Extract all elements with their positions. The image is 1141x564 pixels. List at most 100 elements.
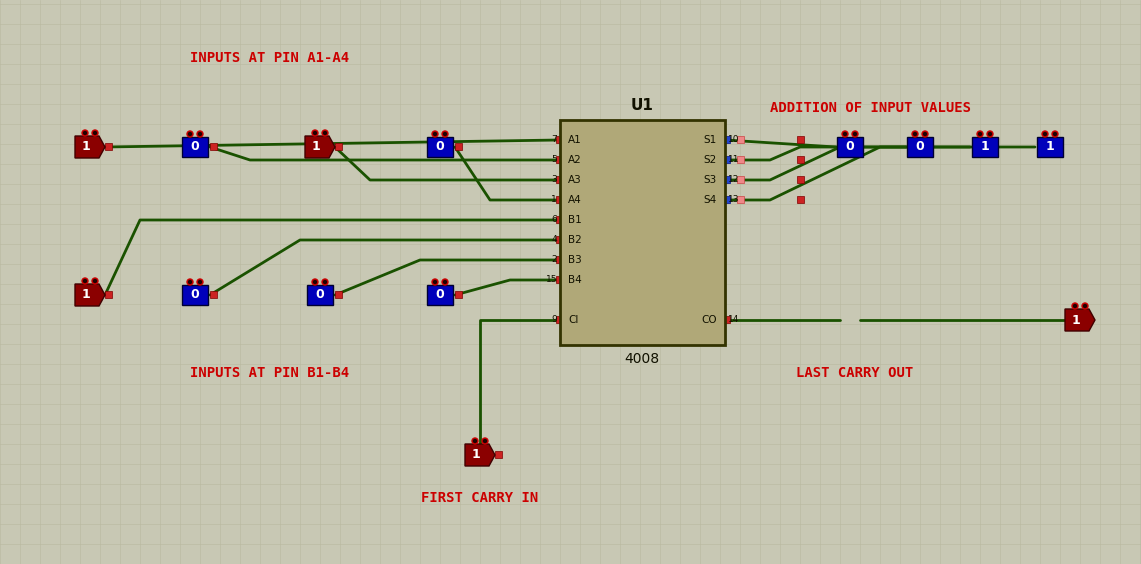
Text: 7: 7 [551, 135, 557, 144]
Bar [798, 196, 804, 203]
Bar [556, 236, 563, 243]
Bar [556, 216, 563, 223]
Circle shape [979, 133, 981, 135]
Text: 14: 14 [728, 315, 739, 324]
Circle shape [83, 280, 87, 283]
Circle shape [472, 438, 478, 444]
Circle shape [324, 131, 326, 134]
Circle shape [853, 133, 857, 135]
Bar [556, 316, 563, 323]
Text: 6: 6 [551, 215, 557, 224]
Bar [105, 291, 112, 298]
Circle shape [977, 131, 984, 137]
Polygon shape [305, 136, 335, 158]
Bar [1037, 137, 1063, 157]
Circle shape [914, 133, 916, 135]
Circle shape [324, 280, 326, 284]
Circle shape [1044, 133, 1046, 135]
Text: CO: CO [702, 315, 717, 325]
Text: B3: B3 [568, 255, 582, 265]
Bar [183, 285, 208, 305]
Text: 12: 12 [728, 175, 739, 184]
Bar [560, 120, 725, 345]
Circle shape [484, 439, 486, 443]
Bar [723, 156, 730, 163]
Text: B1: B1 [568, 215, 582, 225]
Circle shape [188, 133, 192, 135]
Text: 1: 1 [1071, 314, 1081, 327]
Circle shape [314, 280, 316, 284]
Circle shape [92, 278, 98, 284]
Text: B4: B4 [568, 275, 582, 285]
Text: CI: CI [568, 315, 578, 325]
Circle shape [94, 280, 97, 283]
Circle shape [1082, 303, 1089, 309]
Text: 1: 1 [551, 196, 557, 205]
Bar [723, 136, 730, 143]
Text: 1: 1 [1045, 140, 1054, 153]
Text: 9: 9 [551, 315, 557, 324]
Bar [335, 143, 342, 150]
Bar [455, 291, 462, 298]
Text: 1: 1 [311, 140, 321, 153]
Bar [556, 276, 563, 283]
Bar [723, 316, 730, 323]
Circle shape [482, 438, 488, 444]
Bar [723, 176, 730, 183]
Circle shape [83, 131, 87, 134]
Text: 3: 3 [551, 175, 557, 184]
Bar [972, 137, 998, 157]
Text: 4008: 4008 [624, 352, 659, 366]
Bar [210, 143, 217, 150]
Bar [907, 137, 933, 157]
Text: S1: S1 [704, 135, 717, 145]
Text: 0: 0 [191, 289, 200, 302]
Bar [556, 136, 563, 143]
Circle shape [432, 131, 438, 137]
Text: S3: S3 [704, 175, 717, 185]
Text: 10: 10 [728, 135, 739, 144]
Bar [737, 156, 744, 163]
Text: B2: B2 [568, 235, 582, 245]
Bar [335, 291, 342, 298]
Bar [427, 137, 453, 157]
Circle shape [197, 279, 203, 285]
Circle shape [311, 279, 318, 285]
Bar [455, 143, 462, 150]
Circle shape [314, 131, 316, 134]
Circle shape [912, 131, 919, 137]
Circle shape [922, 131, 928, 137]
Bar [723, 196, 730, 203]
Circle shape [188, 280, 192, 284]
Text: 4: 4 [551, 236, 557, 245]
Circle shape [432, 279, 438, 285]
Circle shape [1084, 305, 1086, 307]
Circle shape [852, 131, 858, 137]
Text: 0: 0 [915, 140, 924, 153]
Circle shape [322, 130, 327, 136]
Text: INPUTS AT PIN B1-B4: INPUTS AT PIN B1-B4 [191, 366, 349, 380]
Text: 0: 0 [316, 289, 324, 302]
Text: 1: 1 [82, 140, 90, 153]
Circle shape [1042, 131, 1047, 137]
Circle shape [434, 133, 437, 135]
Text: A4: A4 [568, 195, 582, 205]
Circle shape [197, 131, 203, 137]
Text: 5: 5 [551, 156, 557, 165]
Text: 0: 0 [436, 140, 444, 153]
Bar [798, 136, 804, 143]
Text: 2: 2 [551, 255, 557, 265]
Circle shape [434, 280, 437, 284]
Bar [737, 196, 744, 203]
Circle shape [1074, 305, 1076, 307]
Text: A2: A2 [568, 155, 582, 165]
Bar [737, 136, 744, 143]
Bar [105, 143, 112, 150]
Text: 1: 1 [471, 448, 480, 461]
Text: 1: 1 [82, 289, 90, 302]
Circle shape [987, 131, 993, 137]
Circle shape [1052, 131, 1058, 137]
Circle shape [923, 133, 926, 135]
Circle shape [199, 280, 202, 284]
Circle shape [444, 280, 446, 284]
